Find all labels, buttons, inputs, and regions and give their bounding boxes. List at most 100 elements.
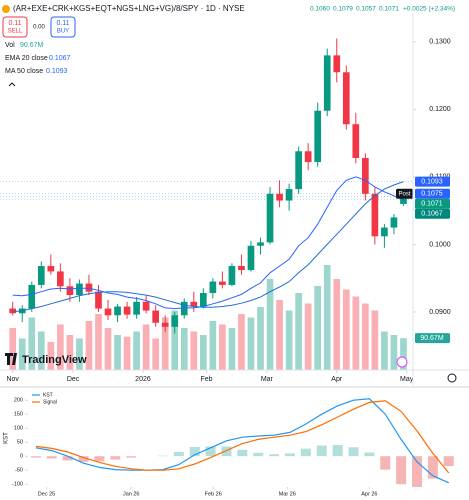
volume-bar bbox=[28, 317, 36, 370]
price-label-bg bbox=[415, 198, 450, 209]
candle-body bbox=[342, 72, 350, 125]
x-tick-label: Mar 26 bbox=[279, 491, 296, 497]
histogram-bar bbox=[300, 448, 311, 457]
spread: 0.00 bbox=[33, 25, 45, 31]
price-label: 0.1067 bbox=[421, 211, 443, 218]
candle-body bbox=[333, 55, 341, 73]
symbol-title: (AR+EXE+CRK+KGS+EQT+NGS+LNG+VG)/8/SPY · … bbox=[13, 4, 245, 13]
y-tick-label: 0.1200 bbox=[429, 106, 451, 113]
volume-bar bbox=[219, 324, 226, 370]
collapse-arrow[interactable] bbox=[8, 82, 16, 87]
candle-body bbox=[219, 281, 226, 285]
volume-bar bbox=[352, 296, 360, 370]
y-tick-label: 50 bbox=[17, 440, 23, 446]
candle-body bbox=[362, 157, 369, 194]
histogram-bar bbox=[189, 446, 200, 457]
candle-body bbox=[400, 196, 407, 204]
candle-body bbox=[133, 301, 140, 315]
histogram-bar bbox=[78, 456, 89, 462]
candle-body bbox=[142, 301, 150, 311]
histogram-bar bbox=[205, 446, 216, 457]
volume-bar bbox=[85, 321, 93, 370]
volume-bar bbox=[295, 293, 302, 370]
buy-price: 0.11 bbox=[56, 20, 69, 27]
candle-body bbox=[209, 281, 217, 294]
histogram-bar bbox=[380, 456, 391, 470]
histogram-bar bbox=[237, 449, 248, 457]
volume-bar bbox=[257, 307, 264, 370]
histogram-bar bbox=[364, 452, 375, 457]
candle-body bbox=[161, 322, 169, 327]
histogram-bar bbox=[253, 452, 264, 457]
volume-bar bbox=[323, 265, 331, 370]
x-tick-label: Jan 26 bbox=[123, 491, 140, 497]
volume-bar bbox=[142, 324, 150, 370]
ema-legend: EMA 20 close bbox=[5, 55, 48, 62]
histogram-bar bbox=[126, 456, 137, 458]
ma-line bbox=[12, 181, 404, 313]
event-icon[interactable] bbox=[396, 356, 408, 368]
volume-bar bbox=[371, 310, 379, 370]
histogram-bar bbox=[46, 456, 57, 459]
volume-bar bbox=[133, 331, 140, 370]
ohlc-close: 0.1071 bbox=[379, 6, 399, 13]
volume-bar bbox=[362, 303, 369, 370]
volume-bar bbox=[95, 314, 102, 370]
candle-body bbox=[390, 217, 398, 228]
candle-body bbox=[9, 308, 17, 314]
histogram-bar bbox=[157, 455, 168, 457]
histogram-bar bbox=[332, 445, 343, 457]
volume-bar bbox=[285, 310, 293, 370]
candle-body bbox=[37, 266, 45, 285]
candle-body bbox=[199, 293, 207, 307]
price-label-bg bbox=[415, 188, 450, 199]
ohlc-open: 0.1060 bbox=[310, 6, 330, 13]
histogram-bar bbox=[284, 453, 295, 457]
volume-bar bbox=[76, 338, 83, 370]
x-tick-label: Apr bbox=[331, 376, 343, 383]
volume-bar bbox=[37, 331, 45, 370]
volume-label-bg bbox=[415, 333, 450, 344]
volume-bar bbox=[228, 328, 236, 370]
volume-bar bbox=[152, 338, 160, 370]
candle-body bbox=[66, 286, 74, 296]
volume-bar bbox=[247, 317, 255, 370]
histogram-bar bbox=[348, 447, 359, 457]
logo-text: TradingView bbox=[22, 354, 87, 366]
x-tick-label: 2026 bbox=[135, 376, 151, 383]
volume-bar bbox=[161, 317, 169, 370]
candle-body bbox=[171, 315, 179, 327]
x-tick-label: Nov bbox=[6, 376, 19, 383]
candle-body bbox=[238, 266, 245, 271]
candle-body bbox=[123, 306, 131, 315]
x-tick-label: Dec 25 bbox=[38, 491, 55, 497]
vol-legend: Vol bbox=[5, 42, 15, 49]
histogram-bar bbox=[110, 456, 121, 460]
logo-mark bbox=[5, 353, 17, 365]
volume-bar bbox=[18, 338, 26, 370]
volume-bar bbox=[390, 335, 398, 370]
price-label: 0.1093 bbox=[421, 178, 443, 185]
legend-label: Signal bbox=[43, 399, 57, 405]
histogram-bar bbox=[316, 445, 327, 457]
volume-bar bbox=[199, 335, 207, 370]
histogram-bar bbox=[269, 454, 280, 457]
candle-body bbox=[266, 193, 274, 243]
y-tick-label: 150 bbox=[14, 412, 23, 418]
candle-body bbox=[285, 189, 293, 201]
volume-bar bbox=[190, 331, 198, 370]
volume-bar bbox=[66, 335, 74, 370]
settings-icon[interactable] bbox=[447, 373, 457, 383]
candle-body bbox=[323, 55, 331, 111]
histogram-bar bbox=[173, 452, 184, 457]
sell-button[interactable] bbox=[2, 16, 28, 38]
logo: TradingView bbox=[5, 353, 87, 366]
candle-body bbox=[257, 242, 264, 246]
candle-body bbox=[228, 266, 236, 285]
volume-bar bbox=[314, 286, 322, 370]
price-label: 0.1071 bbox=[421, 201, 443, 208]
buy-button[interactable] bbox=[50, 16, 76, 38]
candle-body bbox=[304, 151, 312, 163]
